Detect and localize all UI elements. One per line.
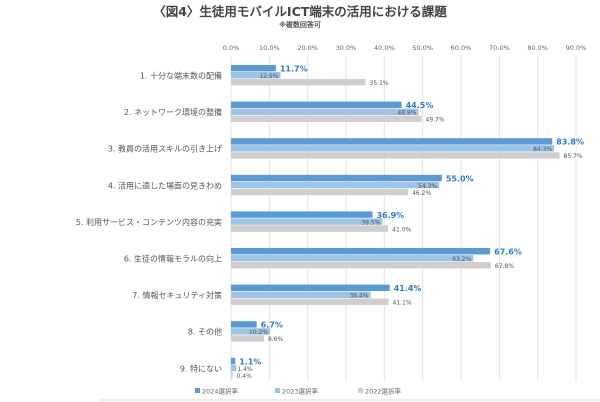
bar-2023 [231, 291, 371, 298]
category-label: 2. ネットワーク環境の整備 [124, 107, 222, 117]
legend-swatch [275, 388, 280, 393]
bar-2024 [231, 248, 491, 255]
bar-2023 [231, 328, 271, 335]
category-label: 4. 活用に適した場面の見きわめ [108, 180, 222, 190]
data-label-2023: 63.2% [452, 256, 471, 263]
data-label-2022: 8.6% [268, 336, 284, 343]
category-label: 5. 利用サービス・コンテンツ内容の充実 [76, 217, 222, 227]
bar-2022 [231, 79, 366, 86]
bar-2023 [231, 145, 555, 152]
bar-2024 [231, 211, 373, 218]
data-label-2023: 48.9% [397, 110, 416, 117]
data-label-2022: 67.8% [495, 263, 514, 270]
data-label-2024: 44.5% [406, 101, 434, 110]
data-label-2023: 54.3% [418, 183, 437, 190]
data-label-2022: 41.0% [392, 226, 411, 233]
x-tick-label: 40.0% [374, 44, 395, 52]
category-label: 9. 特にない [180, 363, 222, 373]
legend-swatch [195, 388, 200, 393]
data-label-2022: 49.7% [426, 117, 445, 124]
bar-2024 [231, 65, 276, 72]
data-label-2024: 1.1% [239, 357, 261, 366]
legend-label: 2023選択率 [282, 387, 319, 396]
bar-2024 [231, 321, 257, 328]
legend-label: 2024選択率 [202, 387, 239, 396]
x-tick-label: 50.0% [412, 44, 433, 52]
x-tick-label: 10.0% [259, 44, 280, 52]
data-label-2023: 10.2% [249, 329, 268, 336]
bar-2024 [231, 284, 390, 291]
data-label-2024: 67.6% [494, 248, 522, 257]
x-tick-label: 80.0% [527, 44, 548, 52]
category-label: 8. その他 [188, 327, 222, 337]
bar-2022 [231, 188, 409, 196]
bar-2022 [231, 371, 233, 379]
data-label-2023: 39.5% [361, 219, 380, 226]
data-label-2024: 6.7% [261, 321, 283, 330]
x-tick-label: 90.0% [566, 44, 587, 52]
x-tick-label: 20.0% [297, 44, 318, 52]
data-label-2022: 41.1% [393, 300, 412, 307]
data-label-2023: 1.4% [237, 366, 253, 373]
legend-swatch [358, 388, 363, 393]
bar-2023 [231, 218, 383, 225]
bar-2023 [231, 364, 237, 372]
chart-subtitle: ※複数回答可 [279, 20, 321, 29]
bar-2022 [231, 298, 389, 305]
bar-2024 [231, 101, 402, 108]
x-tick-label: 30.0% [336, 44, 357, 52]
x-tick-label: 60.0% [451, 44, 472, 52]
data-label-2024: 55.0% [446, 174, 474, 183]
bar-2024 [231, 357, 236, 365]
legend-label: 2022選択率 [365, 387, 402, 396]
data-label-2023: 36.4% [349, 293, 368, 300]
bar-2024 [231, 138, 553, 145]
bar-2022 [231, 152, 560, 159]
bar-2023 [231, 108, 419, 115]
bar-2024 [231, 174, 442, 182]
bar-2023 [231, 255, 474, 262]
category-label: 6. 生徒の情報モラルの向上 [124, 254, 222, 264]
bar-2023 [231, 181, 440, 189]
data-label-2024: 83.8% [556, 138, 584, 147]
data-label-2022: 46.2% [412, 190, 431, 197]
data-label-2024: 11.7% [280, 65, 308, 74]
data-label-2023: 84.3% [533, 146, 552, 153]
data-label-2024: 36.9% [376, 211, 404, 220]
x-tick-label: 70.0% [489, 44, 510, 52]
bar-2022 [231, 262, 491, 269]
bar-2022 [231, 225, 389, 232]
chart-title: 〈図4〉生徒用モバイルICT端末の活用における課題 [153, 4, 447, 19]
data-label-2023: 12.9% [259, 73, 278, 80]
data-label-2024: 41.4% [394, 284, 422, 293]
bar-2022 [231, 115, 422, 122]
x-tick-label: 0.0% [223, 44, 240, 52]
category-label: 3. 教員の活用スキルの引き上げ [108, 144, 222, 154]
data-label-2022: 35.1% [370, 80, 389, 87]
bar-2022 [231, 335, 264, 342]
category-label: 1. 十分な端末数の配備 [140, 71, 222, 81]
data-label-2022: 85.7% [564, 153, 583, 160]
data-label-2022: 0.4% [237, 373, 253, 380]
category-label: 7. 情報セキュリティ対策 [132, 290, 222, 300]
bar-2023 [231, 72, 281, 79]
